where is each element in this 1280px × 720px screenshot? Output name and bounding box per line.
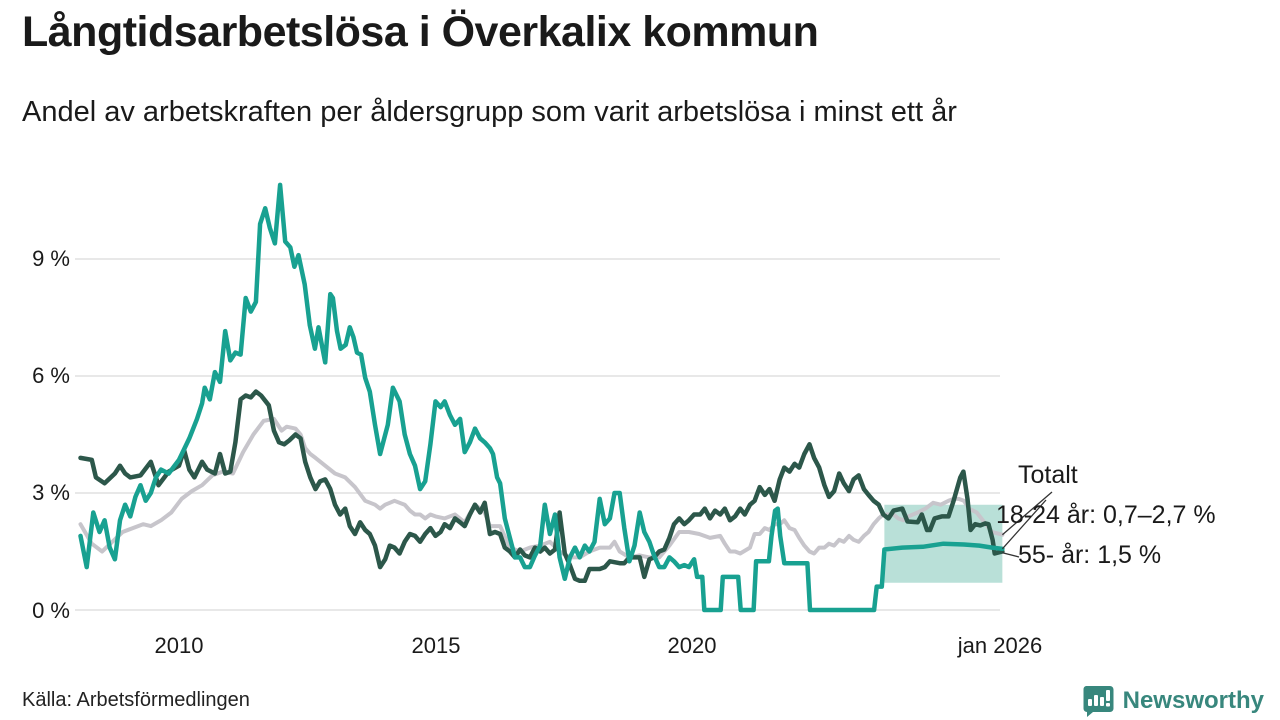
source-note: Källa: Arbetsförmedlingen <box>22 689 250 711</box>
page-title: Långtidsarbetslösa i Överkalix kommun <box>22 8 819 56</box>
x-tick-2015: 2015 <box>411 633 461 658</box>
x-tick-2020: 2020 <box>667 633 717 658</box>
y-tick-3: 3 % <box>32 480 70 505</box>
page-subtitle: Andel av arbetskraften per åldersgrupp s… <box>22 96 957 128</box>
annotation-totalt: Totalt <box>1018 461 1078 489</box>
y-tick-0: 0 % <box>32 598 70 623</box>
y-tick-6: 6 % <box>32 363 70 388</box>
y-tick-9: 9 % <box>32 246 70 271</box>
x-tick-jan-2026: jan 2026 <box>957 633 1043 658</box>
annotation-55: 55- år: 1,5 % <box>1018 541 1162 569</box>
newsworthy-wordmark: Newsworthy <box>1122 687 1264 714</box>
newsworthy-bubble-icon <box>1083 686 1114 717</box>
x-tick-2010: 2010 <box>154 633 204 658</box>
newsworthy-logo[interactable]: Newsworthy <box>1081 684 1264 718</box>
annotation-18-24: 18-24 år: 0,7–2,7 % <box>996 501 1216 529</box>
